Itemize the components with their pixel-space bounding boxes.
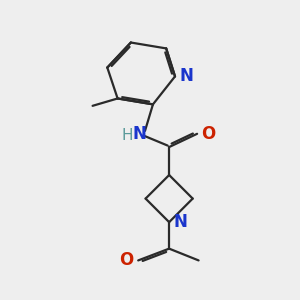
- Text: O: O: [120, 251, 134, 269]
- Text: N: N: [133, 125, 147, 143]
- Text: H: H: [122, 128, 133, 143]
- Text: N: N: [179, 68, 193, 85]
- Text: N: N: [174, 213, 188, 231]
- Text: O: O: [202, 125, 216, 143]
